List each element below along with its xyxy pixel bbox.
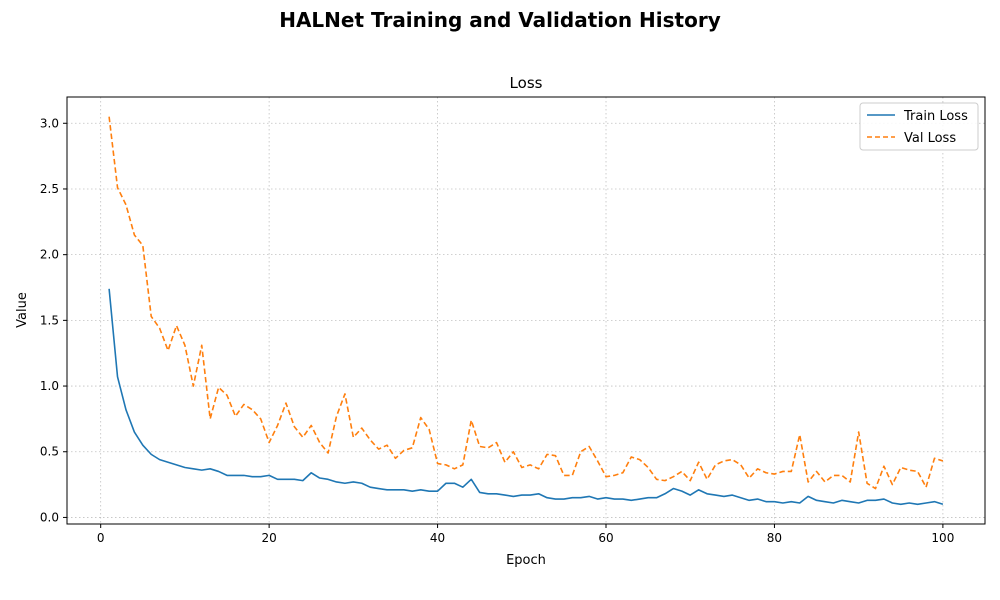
x-tick-label: 60 [598, 531, 613, 545]
y-tick-label: 2.5 [40, 182, 59, 196]
figure-title: HALNet Training and Validation History [279, 8, 721, 32]
y-tick-label: 0.5 [40, 445, 59, 459]
x-axis-ticks: 0 20 40 60 80 100 [97, 524, 954, 545]
legend: Train Loss Val Loss [859, 102, 979, 151]
y-tick-label: 0.0 [40, 510, 59, 524]
x-tick-label: 0 [97, 531, 105, 545]
plot-frame [66, 96, 986, 525]
y-tick-label: 1.0 [40, 379, 59, 393]
y-tick-label: 1.5 [40, 313, 59, 327]
legend-label-val-loss: Val Loss [904, 131, 956, 146]
val-loss-line [108, 116, 944, 490]
y-tick-label: 3.0 [40, 116, 59, 130]
train-loss-line [108, 288, 944, 506]
y-tick-label: 2.0 [40, 248, 59, 262]
grid [67, 97, 985, 524]
y-axis-ticks: 0.0 0.5 1.0 1.5 2.0 2.5 3.0 [40, 116, 67, 524]
x-axis-label: Epoch [506, 553, 546, 568]
x-tick-label: 80 [767, 531, 782, 545]
chart-title: Loss [510, 74, 543, 92]
y-axis-label: Value [15, 292, 30, 328]
series-lines [108, 116, 944, 506]
x-tick-label: 100 [931, 531, 954, 545]
x-tick-label: 20 [261, 531, 276, 545]
legend-label-train-loss: Train Loss [903, 109, 968, 124]
x-tick-label: 40 [430, 531, 445, 545]
